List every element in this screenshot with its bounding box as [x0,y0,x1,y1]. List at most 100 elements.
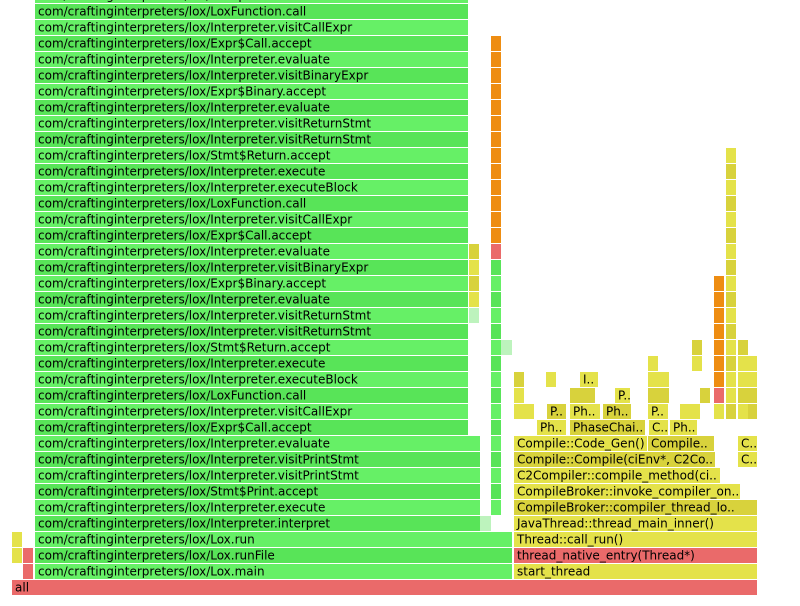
frame-label: P.. [651,405,664,419]
frame-block [501,340,512,355]
frame-block [514,484,740,499]
frame-block [35,436,480,451]
frame-block [670,420,697,435]
frame-label: Compile::Code_Gen() [517,437,645,451]
stack-frame: com/craftinginterpreters/lox/Expr$Call.a… [35,228,468,243]
frame-block [714,324,724,339]
stack-frame: com/craftinginterpreters/lox/Interpreter… [35,132,468,147]
stack-frame: JavaThread::thread_main_inner() [514,516,757,531]
frame-block [35,388,468,403]
frame-block [35,100,468,115]
frame-block [491,420,501,435]
frame-block [491,116,501,131]
stack-frame: com/craftinginterpreters/lox/Interpreter… [35,164,468,179]
frame-block [547,404,566,419]
frame-block [35,372,468,387]
frame-block [726,212,736,227]
frame-label: Compile.. [651,437,708,451]
frame-block [748,404,757,419]
frame-block [680,404,700,419]
stack-frame: PhaseChai.. [570,420,645,435]
stack-frame: Ph.. [570,404,600,419]
stack-frame: com/craftinginterpreters/lox/Expr$Call.a… [35,420,468,435]
frame-label: com/craftinginterpreters/lox/Interpreter… [38,101,330,115]
stack-frame: com/craftinginterpreters/lox/Expr$Call.a… [35,36,468,51]
frame-label: Ph.. [540,421,562,435]
frame-block [726,372,736,387]
frame-label: C2Compiler::compile_method(ci.. [517,469,717,483]
frame-block [514,372,524,387]
frame-label: com/craftinginterpreters/lox/Interpreter… [38,53,330,67]
frame-block [491,260,501,275]
frame-label: PhaseChai.. [573,421,643,435]
frame-block [491,340,501,355]
frame-label: com/craftinginterpreters/lox/Interpreter… [38,21,352,35]
frame-block [35,260,468,275]
frame-block [35,500,480,515]
stack-frame: Compile::Code_Gen() [514,436,647,451]
frame-block [738,388,757,403]
stack-frame: Ph.. [537,420,566,435]
frame-label: com/craftinginterpreters/lox/Lox.main [38,565,265,579]
stack-frame: Ph.. [670,420,697,435]
frame-block [491,276,501,291]
frame-block [726,356,736,371]
frame-block [469,260,479,275]
frame-block [491,500,501,515]
frame-block [491,180,501,195]
frame-label: start_thread [517,565,590,579]
stack-frame: thread_native_entry(Thread*) [514,548,757,563]
frame-block [726,276,736,291]
frame-block [738,372,757,387]
stack-frame: com/craftinginterpreters/lox/Interpreter… [35,212,468,227]
frame-label: com/craftinginterpreters/lox/Lox.runFile [38,549,275,563]
frame-block [469,308,479,323]
frame-block [726,244,736,259]
frame-label: com/craftinginterpreters/lox/Interpreter… [38,405,352,419]
stack-frame: C2Compiler::compile_method(ci.. [514,468,720,483]
frame-block [514,532,757,547]
stack-frame: com/craftinginterpreters/lox/Interpreter… [35,404,468,419]
frame-block [726,148,736,163]
frame-block [35,36,468,51]
frame-block [491,100,501,115]
frame-label: Ph.. [606,405,628,419]
frame-block [514,516,757,531]
stack-frame: com/craftinginterpreters/lox/Interpreter… [35,308,468,323]
frame-block [491,52,501,67]
frame-block [692,340,702,355]
frame-block [491,212,501,227]
frame-block [35,484,480,499]
frame-block [491,164,501,179]
frame-block [514,436,647,451]
stack-frame: CompileBroker::compiler_thread_lo.. [514,500,757,515]
stack-frame: com/craftinginterpreters/lox/Interpreter… [35,468,480,483]
frame-block [35,52,468,67]
frame-label: com/craftinginterpreters/lox/Interpreter… [38,165,325,179]
stack-frame: all [12,580,757,595]
frame-label: Ph.. [673,421,695,435]
stack-frame: com/craftinginterpreters/lox/Interpreter… [35,372,468,387]
stack-frame: com/craftinginterpreters/lox/Interpreter… [35,244,468,259]
frame-label: com/craftinginterpreters/lox/Interpreter… [38,69,368,83]
stack-frame: start_thread [514,564,757,579]
frame-block [514,404,534,419]
frame-block [491,468,501,483]
stack-frame: com/craftinginterpreters/lox/Interpreter… [35,52,468,67]
frame-block [491,372,501,387]
frame-label: JavaThread::thread_main_inner() [516,517,714,531]
stack-frame: P.. [615,388,631,403]
frame-block [12,580,757,595]
frame-label: com/craftinginterpreters/lox/Interpreter… [38,517,330,531]
frame-label: com/craftinginterpreters/lox/Expr$Call.a… [38,37,312,51]
frame-block [537,420,566,435]
frame-block [491,228,501,243]
frame-block [738,340,748,355]
stack-frame: com/craftinginterpreters/lox/Interpreter… [35,436,480,451]
frame-block [23,548,33,563]
frame-block [726,196,736,211]
frame-block [514,452,715,467]
frame-block [491,388,501,403]
frame-label: com/craftinginterpreters/lox/Stmt$Return… [38,149,331,163]
frame-label: thread_native_entry(Thread*) [517,549,695,563]
